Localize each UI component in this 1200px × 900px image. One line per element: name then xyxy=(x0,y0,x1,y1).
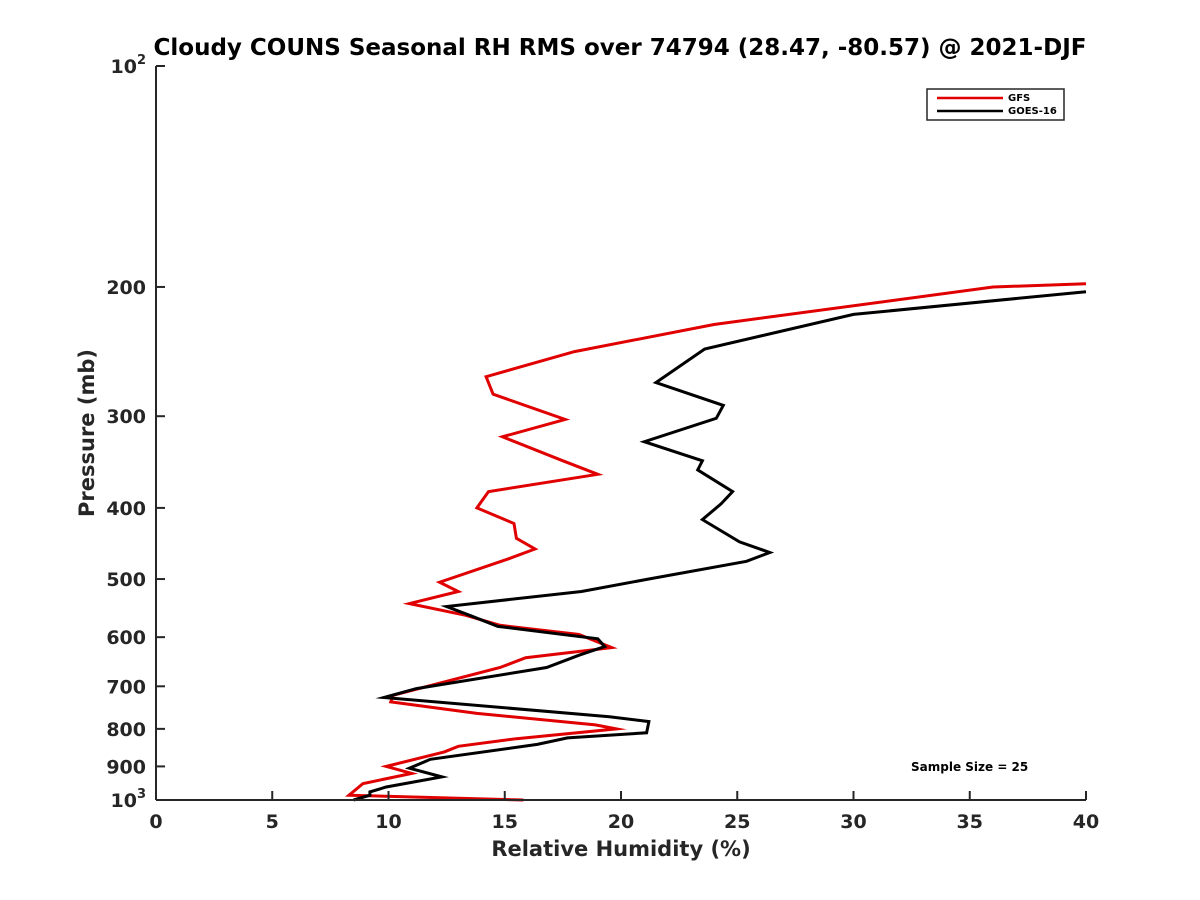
y-tick-label: 900 xyxy=(106,756,146,778)
series-line-gfs xyxy=(344,282,1087,802)
y-axis-label: Pressure (mb) xyxy=(75,349,99,517)
y-tick-label: 700 xyxy=(106,676,146,698)
x-tick-label: 15 xyxy=(492,811,518,833)
y-tick-label: 800 xyxy=(106,719,146,741)
x-tick-label: 10 xyxy=(375,811,401,833)
y-tick-label: 103 xyxy=(111,787,147,812)
legend-label-gfs: GFS xyxy=(1008,93,1030,104)
x-tick-label: 35 xyxy=(957,811,983,833)
x-tick-label: 25 xyxy=(724,811,750,833)
chart-title: Cloudy COUNS Seasonal RH RMS over 74794 … xyxy=(154,35,1087,61)
y-tick-label: 200 xyxy=(106,277,146,299)
legend-box xyxy=(926,88,1065,121)
series-layer xyxy=(344,282,1087,802)
sample-size-annotation: Sample Size = 25 xyxy=(911,760,1028,774)
x-tick-label: 40 xyxy=(1073,811,1099,833)
y-tick-label: 102 xyxy=(111,53,147,78)
series-line-goes16 xyxy=(353,290,1087,802)
y-tick-label: 400 xyxy=(106,498,146,520)
x-axis-label: Relative Humidity (%) xyxy=(491,837,750,861)
x-tick-label: 20 xyxy=(608,811,634,833)
y-tick-label: 500 xyxy=(106,569,146,591)
legend: GFS GOES-16 xyxy=(926,88,1065,121)
y-tick-label: 300 xyxy=(106,406,146,428)
x-tick-label: 5 xyxy=(266,811,279,833)
y-tick-label: 600 xyxy=(106,627,146,649)
y-ticks: 102 200 300 400 500 600 700 800 900 103 xyxy=(106,53,165,812)
x-ticks: 0 5 10 15 20 25 30 35 40 xyxy=(149,791,1099,833)
x-tick-label: 0 xyxy=(149,811,162,833)
x-tick-label: 30 xyxy=(840,811,866,833)
legend-label-goes16: GOES-16 xyxy=(1008,106,1057,117)
